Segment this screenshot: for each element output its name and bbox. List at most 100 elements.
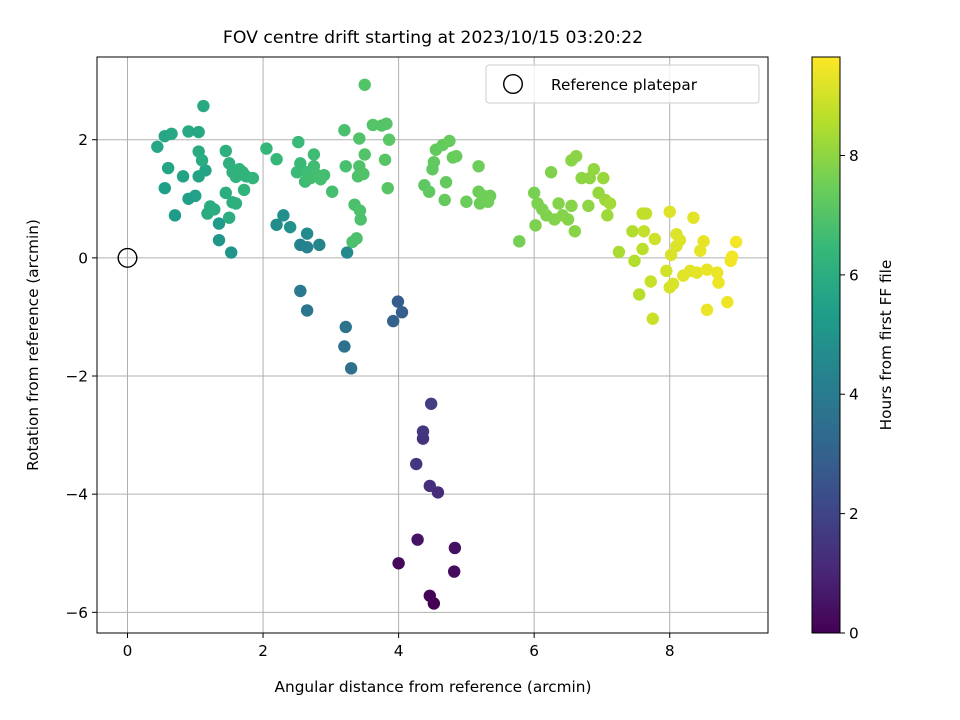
data-point (358, 148, 371, 161)
data-point (346, 235, 359, 249)
data-point (292, 135, 305, 149)
x-tick-label: 2 (258, 642, 268, 660)
data-point (443, 134, 456, 148)
colorbar-tick-label: 2 (849, 505, 859, 523)
x-tick-label: 4 (394, 642, 404, 660)
data-point (438, 193, 451, 207)
data-point (197, 99, 210, 113)
data-point (529, 219, 542, 232)
data-point (513, 235, 526, 248)
data-point (639, 207, 653, 220)
colorbar-tick-label: 0 (849, 625, 859, 643)
data-point (366, 118, 380, 132)
data-point (391, 295, 405, 308)
data-point (663, 205, 676, 218)
data-point (246, 171, 260, 185)
data-point (212, 217, 226, 230)
data-point (664, 248, 678, 262)
data-point (395, 306, 409, 319)
data-point (354, 213, 367, 226)
data-point (666, 277, 680, 291)
x-tick-label: 0 (123, 642, 133, 660)
data-point (182, 125, 195, 138)
data-point (687, 211, 700, 224)
data-point (561, 213, 575, 226)
data-point (646, 312, 659, 325)
data-point (633, 288, 646, 301)
data-point (290, 166, 304, 179)
data-point (587, 163, 601, 176)
data-point (176, 170, 190, 183)
data-point (339, 160, 352, 173)
data-point (527, 186, 541, 200)
data-point (219, 144, 232, 158)
data-point (694, 244, 707, 257)
data-point (648, 232, 662, 246)
data-point (195, 154, 209, 167)
colorbar (811, 56, 841, 634)
data-point (300, 227, 314, 240)
data-point (392, 557, 405, 570)
data-point (260, 142, 273, 155)
data-point (212, 233, 226, 247)
colorbar-ticks: 0 2 4 6 8 (840, 147, 859, 643)
data-point (673, 233, 687, 247)
colorbar-tick-label: 4 (849, 386, 859, 404)
y-tick-label: 2 (78, 131, 88, 149)
y-tick-label: 0 (78, 249, 88, 267)
data-point (189, 189, 202, 203)
data-point (626, 225, 639, 238)
data-point (199, 164, 212, 177)
data-point (697, 235, 710, 248)
data-point (447, 565, 461, 578)
data-point (710, 266, 724, 279)
data-point (427, 155, 441, 169)
data-point (601, 209, 614, 222)
data-point (644, 275, 657, 288)
data-point (603, 197, 617, 210)
data-point (481, 195, 495, 208)
data-point (628, 254, 641, 268)
chart-title: FOV centre drift starting at 2023/10/15 … (223, 28, 643, 48)
plot-frame (96, 56, 769, 634)
y-axis-ticks: −6 −4 −2 0 2 (65, 131, 97, 622)
data-point (314, 173, 327, 186)
data-point (472, 160, 485, 173)
data-point (450, 150, 463, 163)
data-point (353, 204, 367, 217)
data-point (338, 340, 351, 353)
data-point (423, 479, 436, 493)
y-tick-label: −6 (65, 604, 88, 622)
data-point (313, 238, 326, 252)
data-point (237, 183, 251, 197)
data-point (636, 242, 649, 256)
data-point (165, 127, 178, 140)
legend-box (485, 64, 760, 104)
data-point (422, 185, 436, 198)
legend: Reference platepar (485, 64, 760, 104)
data-point (386, 314, 400, 328)
data-point (192, 125, 205, 139)
data-point (582, 199, 595, 213)
data-point (424, 397, 438, 410)
data-point (300, 304, 314, 317)
data-point (700, 303, 714, 317)
y-axis-label: Rotation from reference (arcmin) (24, 219, 42, 471)
data-point (325, 185, 339, 198)
data-point (725, 250, 739, 263)
data-point (721, 295, 734, 309)
data-point (307, 148, 321, 161)
data-point (416, 425, 430, 438)
data-point (340, 246, 354, 259)
data-point (151, 140, 164, 153)
data-point (660, 264, 673, 278)
data-point (158, 181, 171, 195)
data-point (597, 171, 610, 185)
x-tick-label: 8 (665, 642, 675, 660)
data-point (637, 225, 651, 238)
data-point (161, 161, 175, 175)
data-point (439, 176, 453, 189)
data-point (411, 533, 424, 546)
data-point (448, 541, 462, 555)
